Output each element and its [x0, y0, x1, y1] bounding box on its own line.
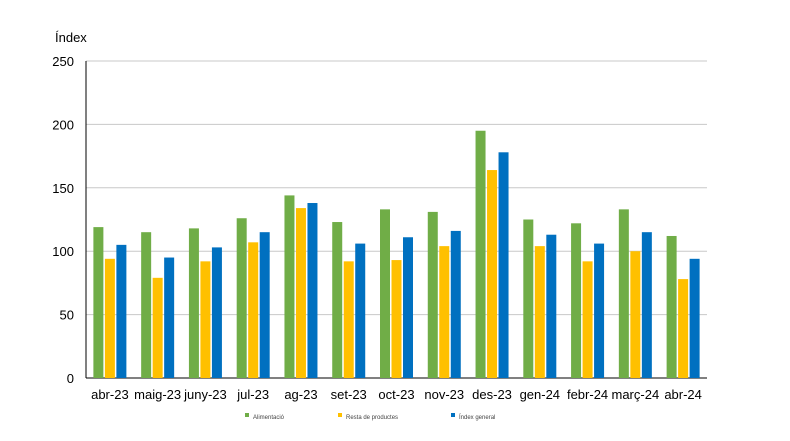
bar	[211, 247, 222, 378]
y-tick-label: 100	[52, 244, 74, 259]
bar	[141, 232, 152, 378]
bar	[332, 222, 343, 378]
legend-swatch	[451, 413, 455, 417]
bar	[104, 258, 115, 378]
bar	[427, 211, 438, 378]
x-tick-label: febr-24	[567, 387, 608, 402]
x-tick-label: maig-23	[134, 387, 181, 402]
bar	[248, 242, 259, 378]
bar	[487, 170, 498, 378]
bar	[678, 279, 689, 378]
x-tick-label: abr-24	[664, 387, 702, 402]
bar	[571, 223, 582, 378]
bar	[666, 235, 677, 378]
bar	[116, 244, 127, 378]
bar	[259, 232, 270, 378]
x-tick-label: set-23	[331, 387, 367, 402]
bar	[689, 258, 700, 378]
bar	[200, 261, 211, 378]
bar	[284, 195, 295, 378]
x-tick-label: nov-23	[424, 387, 464, 402]
bar	[439, 246, 450, 378]
bar	[391, 260, 402, 378]
y-tick-label: 150	[52, 181, 74, 196]
bar	[152, 277, 163, 378]
x-tick-label: oct-23	[378, 387, 414, 402]
y-tick-label: 50	[60, 308, 74, 323]
bar	[534, 246, 545, 378]
legend-label: Alimentació	[253, 415, 285, 421]
bar	[641, 232, 652, 378]
x-tick-label: jul-23	[236, 387, 269, 402]
y-tick-label: 0	[67, 371, 74, 386]
bar	[523, 219, 534, 378]
x-tick-label: març-24	[612, 387, 660, 402]
legend-swatch	[338, 413, 342, 417]
x-tick-label: juny-23	[183, 387, 227, 402]
bar	[475, 130, 486, 378]
x-tick-label: ag-23	[284, 387, 317, 402]
bar	[498, 152, 509, 378]
bar	[164, 257, 175, 378]
y-tick-label: 250	[52, 54, 74, 69]
bar	[93, 227, 104, 378]
x-tick-label: gen-24	[520, 387, 560, 402]
bar	[403, 237, 413, 378]
x-tick-label: abr-23	[91, 387, 129, 402]
y-tick-label: 200	[52, 117, 74, 132]
bar	[380, 209, 390, 378]
bar	[594, 243, 605, 378]
bar	[630, 251, 641, 378]
bar	[307, 203, 318, 378]
bar	[582, 261, 593, 378]
bar	[546, 234, 557, 378]
bar	[343, 261, 354, 378]
bar	[355, 243, 366, 378]
bar	[236, 218, 247, 378]
x-tick-label: des-23	[472, 387, 512, 402]
legend-label: Índex general	[459, 414, 495, 421]
legend-swatch	[245, 413, 249, 417]
bar	[450, 230, 461, 378]
bar	[188, 228, 199, 378]
y-axis-label: Índex	[55, 30, 87, 45]
bar	[618, 209, 629, 378]
bar	[295, 208, 306, 378]
legend-label: Resta de productes	[346, 415, 398, 421]
